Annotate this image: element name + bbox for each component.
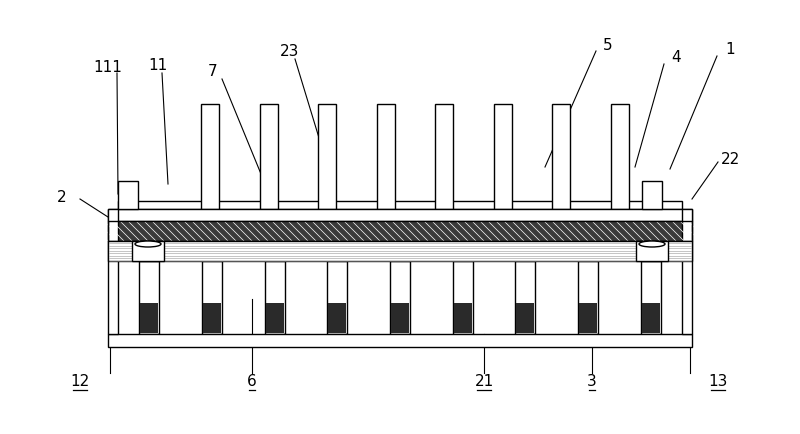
Text: 1: 1 bbox=[725, 43, 735, 57]
Bar bbox=[453, 261, 473, 334]
Bar bbox=[265, 261, 285, 334]
Text: 4: 4 bbox=[671, 50, 681, 66]
Bar bbox=[579, 304, 597, 333]
Ellipse shape bbox=[639, 241, 665, 247]
Bar bbox=[516, 304, 534, 333]
Text: 3: 3 bbox=[587, 374, 597, 388]
Bar bbox=[118, 181, 138, 210]
Text: 23: 23 bbox=[280, 44, 300, 59]
Bar bbox=[108, 210, 118, 334]
Text: 12: 12 bbox=[70, 374, 90, 388]
Bar bbox=[390, 261, 410, 334]
Bar bbox=[636, 241, 668, 261]
Bar bbox=[108, 221, 692, 241]
Bar bbox=[454, 304, 472, 333]
Bar bbox=[139, 261, 159, 334]
Bar bbox=[611, 105, 629, 210]
Text: 111: 111 bbox=[94, 60, 122, 76]
Bar bbox=[578, 261, 598, 334]
Bar bbox=[108, 221, 692, 241]
Bar bbox=[132, 241, 164, 261]
Bar bbox=[641, 261, 661, 334]
Text: 21: 21 bbox=[474, 374, 494, 388]
Bar bbox=[202, 261, 222, 334]
Bar bbox=[553, 105, 570, 210]
Bar bbox=[108, 210, 692, 221]
Bar bbox=[108, 241, 692, 261]
Bar bbox=[201, 105, 219, 210]
Bar bbox=[377, 105, 394, 210]
Text: 7: 7 bbox=[208, 64, 218, 79]
Bar bbox=[494, 105, 512, 210]
Text: 2: 2 bbox=[57, 190, 67, 205]
Bar bbox=[259, 105, 278, 210]
Bar bbox=[328, 304, 346, 333]
Bar bbox=[140, 304, 158, 333]
Text: 11: 11 bbox=[148, 58, 168, 73]
Bar bbox=[203, 304, 221, 333]
Bar bbox=[391, 304, 409, 333]
Text: 22: 22 bbox=[720, 152, 740, 167]
Bar bbox=[327, 261, 347, 334]
Ellipse shape bbox=[135, 241, 161, 247]
Bar bbox=[118, 201, 682, 210]
Text: 13: 13 bbox=[708, 374, 728, 388]
Bar bbox=[682, 210, 692, 334]
Bar bbox=[435, 105, 454, 210]
Text: 5: 5 bbox=[603, 37, 613, 53]
Bar bbox=[318, 105, 336, 210]
Bar bbox=[266, 304, 284, 333]
Bar bbox=[642, 181, 662, 210]
Text: 6: 6 bbox=[247, 374, 257, 388]
Bar bbox=[642, 304, 660, 333]
Bar bbox=[515, 261, 535, 334]
Bar bbox=[108, 334, 692, 347]
